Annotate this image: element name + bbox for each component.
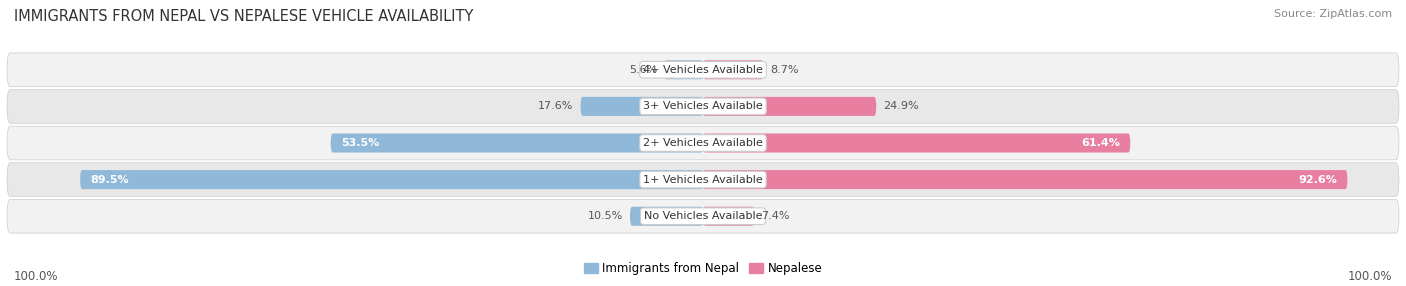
FancyBboxPatch shape bbox=[80, 170, 703, 189]
Text: 53.5%: 53.5% bbox=[342, 138, 380, 148]
Text: 17.6%: 17.6% bbox=[538, 102, 574, 111]
Text: 1+ Vehicles Available: 1+ Vehicles Available bbox=[643, 175, 763, 184]
FancyBboxPatch shape bbox=[7, 163, 1399, 196]
FancyBboxPatch shape bbox=[330, 134, 703, 152]
Text: 8.7%: 8.7% bbox=[770, 65, 799, 75]
FancyBboxPatch shape bbox=[703, 134, 1130, 152]
Text: 61.4%: 61.4% bbox=[1081, 138, 1121, 148]
Text: 92.6%: 92.6% bbox=[1298, 175, 1337, 184]
Text: 100.0%: 100.0% bbox=[14, 270, 59, 283]
FancyBboxPatch shape bbox=[703, 170, 1347, 189]
Text: IMMIGRANTS FROM NEPAL VS NEPALESE VEHICLE AVAILABILITY: IMMIGRANTS FROM NEPAL VS NEPALESE VEHICL… bbox=[14, 9, 474, 23]
FancyBboxPatch shape bbox=[703, 60, 763, 79]
Text: No Vehicles Available: No Vehicles Available bbox=[644, 211, 762, 221]
FancyBboxPatch shape bbox=[664, 60, 703, 79]
FancyBboxPatch shape bbox=[7, 126, 1399, 160]
FancyBboxPatch shape bbox=[581, 97, 703, 116]
FancyBboxPatch shape bbox=[7, 53, 1399, 87]
FancyBboxPatch shape bbox=[630, 207, 703, 226]
Text: Source: ZipAtlas.com: Source: ZipAtlas.com bbox=[1274, 9, 1392, 19]
FancyBboxPatch shape bbox=[7, 90, 1399, 123]
Text: 2+ Vehicles Available: 2+ Vehicles Available bbox=[643, 138, 763, 148]
Text: 100.0%: 100.0% bbox=[1347, 270, 1392, 283]
Text: 89.5%: 89.5% bbox=[90, 175, 129, 184]
Text: 24.9%: 24.9% bbox=[883, 102, 920, 111]
Text: 5.6%: 5.6% bbox=[628, 65, 657, 75]
Legend: Immigrants from Nepal, Nepalese: Immigrants from Nepal, Nepalese bbox=[579, 258, 827, 280]
Text: 4+ Vehicles Available: 4+ Vehicles Available bbox=[643, 65, 763, 75]
Text: 7.4%: 7.4% bbox=[762, 211, 790, 221]
FancyBboxPatch shape bbox=[7, 199, 1399, 233]
FancyBboxPatch shape bbox=[703, 207, 755, 226]
FancyBboxPatch shape bbox=[703, 97, 876, 116]
Text: 3+ Vehicles Available: 3+ Vehicles Available bbox=[643, 102, 763, 111]
Text: 10.5%: 10.5% bbox=[588, 211, 623, 221]
